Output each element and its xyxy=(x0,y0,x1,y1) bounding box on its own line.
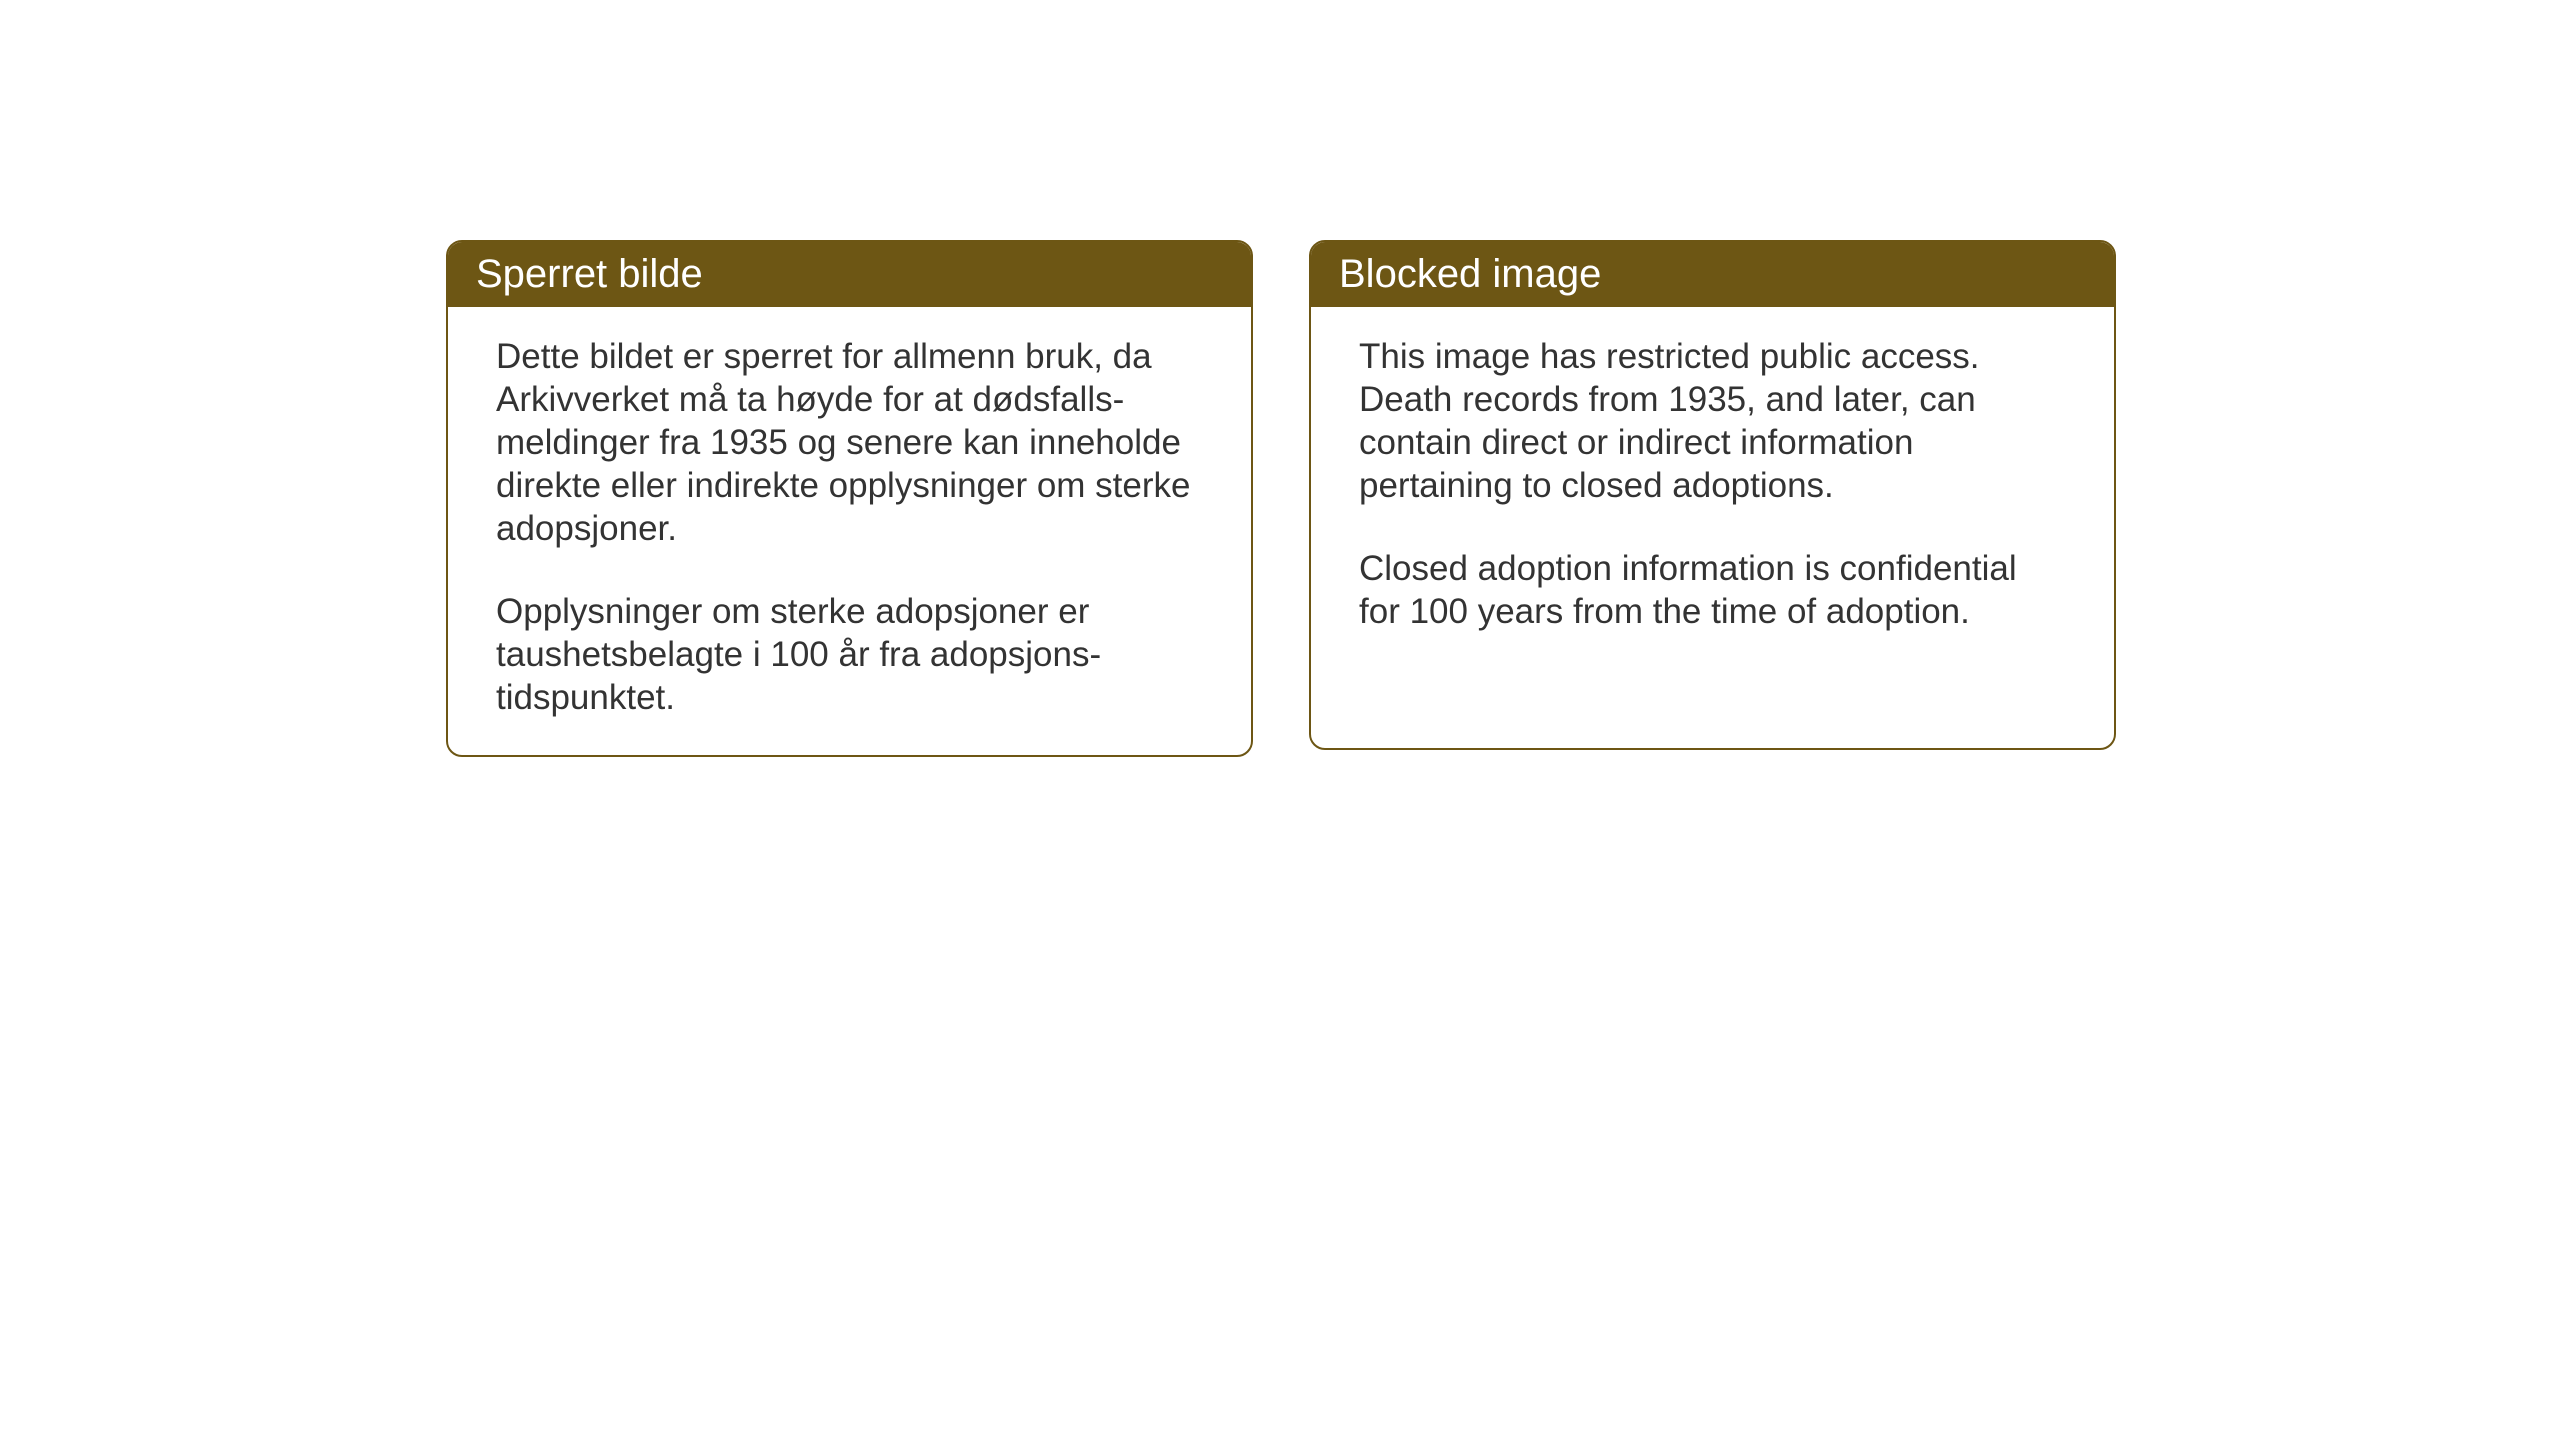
card-paragraph-2-norwegian: Opplysninger om sterke adopsjoner er tau… xyxy=(496,590,1203,719)
card-header-norwegian: Sperret bilde xyxy=(448,242,1251,307)
card-header-english: Blocked image xyxy=(1311,242,2114,307)
notice-card-norwegian: Sperret bilde Dette bildet er sperret fo… xyxy=(446,240,1253,757)
card-body-norwegian: Dette bildet er sperret for allmenn bruk… xyxy=(448,307,1251,755)
card-paragraph-1-english: This image has restricted public access.… xyxy=(1359,335,2066,507)
card-body-english: This image has restricted public access.… xyxy=(1311,307,2114,669)
notice-cards-container: Sperret bilde Dette bildet er sperret fo… xyxy=(446,240,2560,757)
card-title-english: Blocked image xyxy=(1339,252,1601,296)
notice-card-english: Blocked image This image has restricted … xyxy=(1309,240,2116,750)
card-paragraph-1-norwegian: Dette bildet er sperret for allmenn bruk… xyxy=(496,335,1203,550)
card-paragraph-2-english: Closed adoption information is confident… xyxy=(1359,547,2066,633)
card-title-norwegian: Sperret bilde xyxy=(476,252,703,296)
